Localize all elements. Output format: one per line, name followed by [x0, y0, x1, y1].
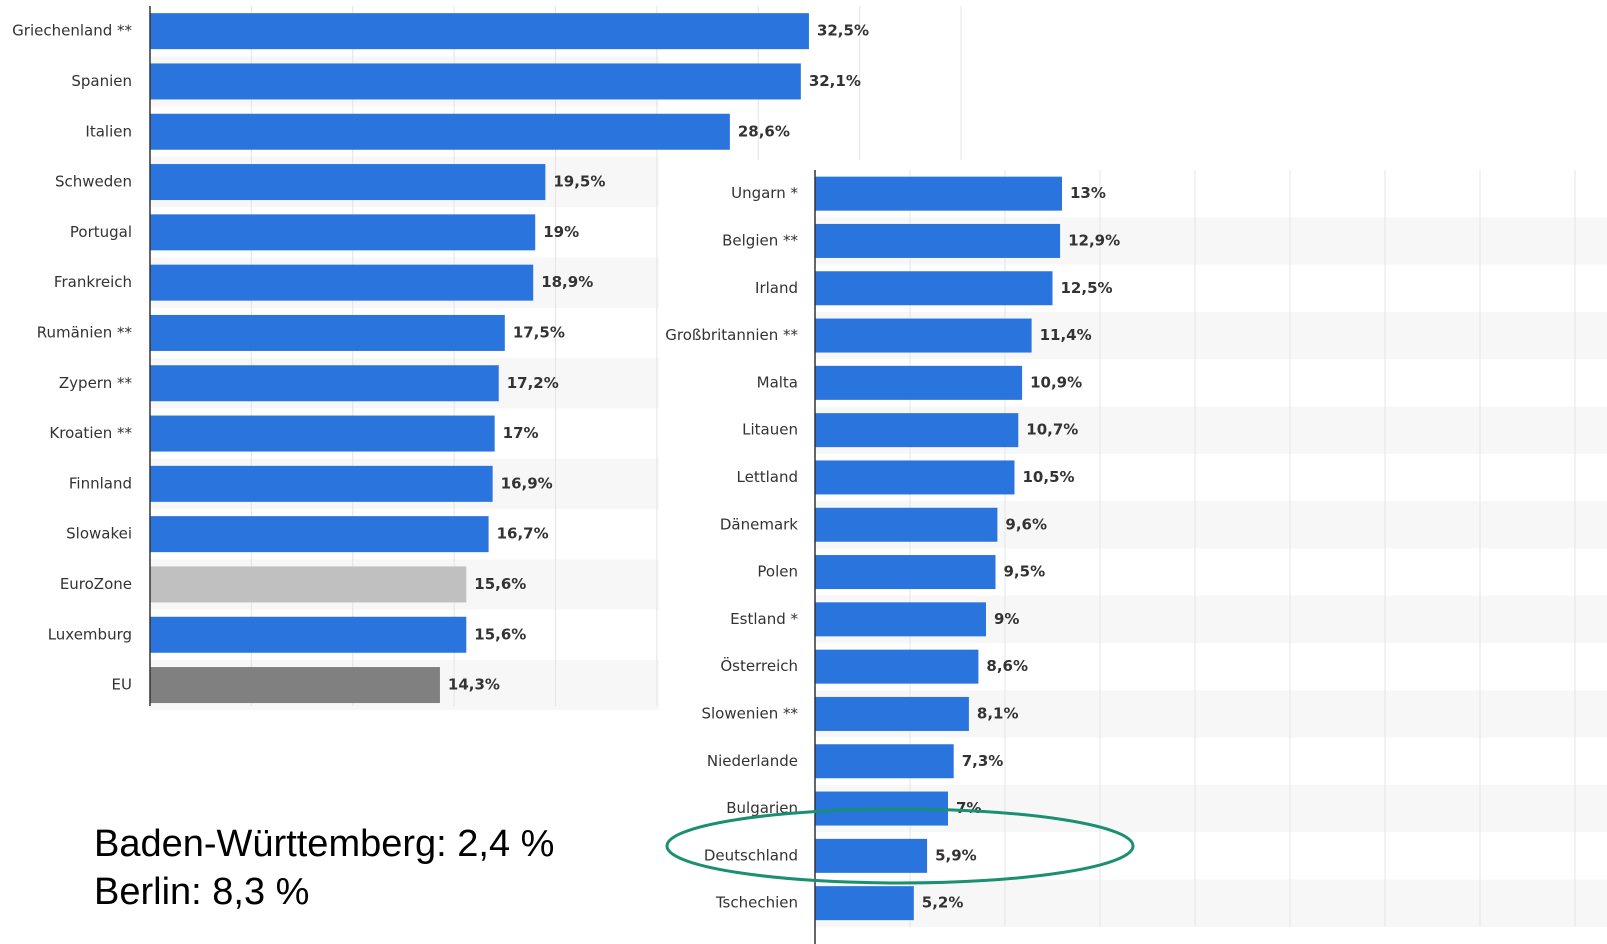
bar	[150, 667, 440, 704]
bar	[815, 176, 1062, 211]
bar	[815, 507, 998, 542]
value-label: 17%	[503, 424, 539, 442]
category-label: Malta	[757, 373, 798, 391]
value-label: 19,5%	[553, 173, 605, 191]
category-label: Portugal	[70, 223, 132, 241]
value-label: 5,9%	[935, 846, 977, 864]
category-label: Slowenien **	[701, 704, 798, 722]
category-label: Ungarn *	[731, 184, 798, 202]
value-label: 9,5%	[1004, 563, 1046, 581]
bar	[815, 696, 969, 731]
bar	[815, 886, 914, 921]
category-label: Slowakei	[66, 525, 132, 543]
value-label: 16,9%	[501, 474, 553, 492]
category-label: Tschechien	[715, 894, 798, 912]
category-label: Deutschland	[704, 846, 798, 864]
value-label: 5,2%	[922, 894, 964, 912]
value-label: 8,1%	[977, 704, 1019, 722]
value-label: 9%	[994, 610, 1019, 628]
value-label: 9,6%	[1005, 515, 1047, 533]
bar	[815, 271, 1053, 306]
category-label: Estland *	[730, 610, 798, 628]
value-label: 18,9%	[541, 273, 593, 291]
row-stripe	[815, 879, 1607, 927]
category-label: Belgien **	[722, 231, 798, 249]
category-label: Litauen	[742, 421, 798, 439]
category-label: Bulgarien	[726, 799, 798, 817]
value-label: 32,1%	[809, 72, 861, 90]
chart-right: Ungarn * 13% Belgien ** 12,9% Irland 12,5% Gro…	[665, 170, 1607, 944]
category-label: Frankreich	[54, 273, 132, 291]
value-label: 12,5%	[1061, 279, 1113, 297]
category-label: EU	[112, 676, 132, 694]
category-label: Rumänien **	[37, 323, 133, 341]
category-label: Italien	[85, 122, 132, 140]
bar	[150, 113, 730, 150]
category-label: Niederlande	[707, 752, 798, 770]
value-label: 17,5%	[513, 323, 565, 341]
highlight-ellipse	[665, 807, 1135, 885]
annotation: Baden-Württemberg: 2,4 %	[94, 823, 554, 865]
bar	[150, 63, 801, 100]
value-label: 13%	[1070, 184, 1106, 202]
bar	[815, 602, 986, 637]
category-label: Luxemburg	[48, 625, 132, 643]
category-label: Kroatien **	[49, 424, 132, 442]
bar	[150, 616, 467, 653]
category-label: Spanien	[71, 72, 132, 90]
bar	[150, 415, 495, 452]
bar	[815, 838, 928, 873]
value-label: 17,2%	[507, 374, 559, 392]
bar	[150, 13, 809, 50]
category-label: Österreich	[720, 656, 798, 675]
bar	[815, 555, 996, 590]
value-label: 19%	[543, 223, 579, 241]
value-label: 8,6%	[986, 657, 1028, 675]
category-label: Schweden	[55, 173, 132, 191]
value-label: 14,3%	[448, 676, 500, 694]
bar	[815, 318, 1032, 353]
bar	[150, 264, 534, 301]
category-label: Finnland	[69, 474, 132, 492]
bar	[150, 314, 505, 351]
category-label: EuroZone	[60, 575, 132, 593]
value-label: 16,7%	[497, 525, 549, 543]
value-label: 7%	[956, 799, 981, 817]
category-label: Dänemark	[720, 515, 798, 533]
value-label: 15,6%	[474, 625, 526, 643]
category-label: Großbritannien **	[665, 326, 798, 344]
category-label: Zypern **	[59, 374, 133, 392]
bar	[815, 413, 1019, 448]
bar	[150, 214, 536, 251]
bar	[815, 649, 979, 684]
value-label: 10,7%	[1026, 421, 1078, 439]
value-label: 28,6%	[738, 122, 790, 140]
value-label: 7,3%	[962, 752, 1004, 770]
category-label: Griechenland **	[12, 22, 132, 40]
bar	[150, 365, 499, 402]
bar	[815, 744, 954, 779]
category-label: Irland	[755, 279, 798, 297]
value-label: 10,5%	[1023, 468, 1075, 486]
value-label: 12,9%	[1068, 231, 1120, 249]
bar	[815, 223, 1061, 258]
bar	[815, 365, 1023, 400]
value-label: 11,4%	[1040, 326, 1092, 344]
bar	[150, 465, 493, 502]
bar	[150, 516, 489, 553]
value-label: 32,5%	[817, 22, 869, 40]
annotation: Berlin: 8,3 %	[94, 871, 309, 913]
category-label: Lettland	[737, 468, 798, 486]
bar	[150, 566, 467, 603]
chart-left: Griechenland ** 32,5% Spanien 32,1% Italien 2…	[12, 6, 962, 711]
value-label: 15,6%	[474, 575, 526, 593]
value-label: 10,9%	[1030, 373, 1082, 391]
bar	[150, 164, 546, 201]
category-label: Polen	[757, 563, 798, 581]
bar	[815, 460, 1015, 495]
